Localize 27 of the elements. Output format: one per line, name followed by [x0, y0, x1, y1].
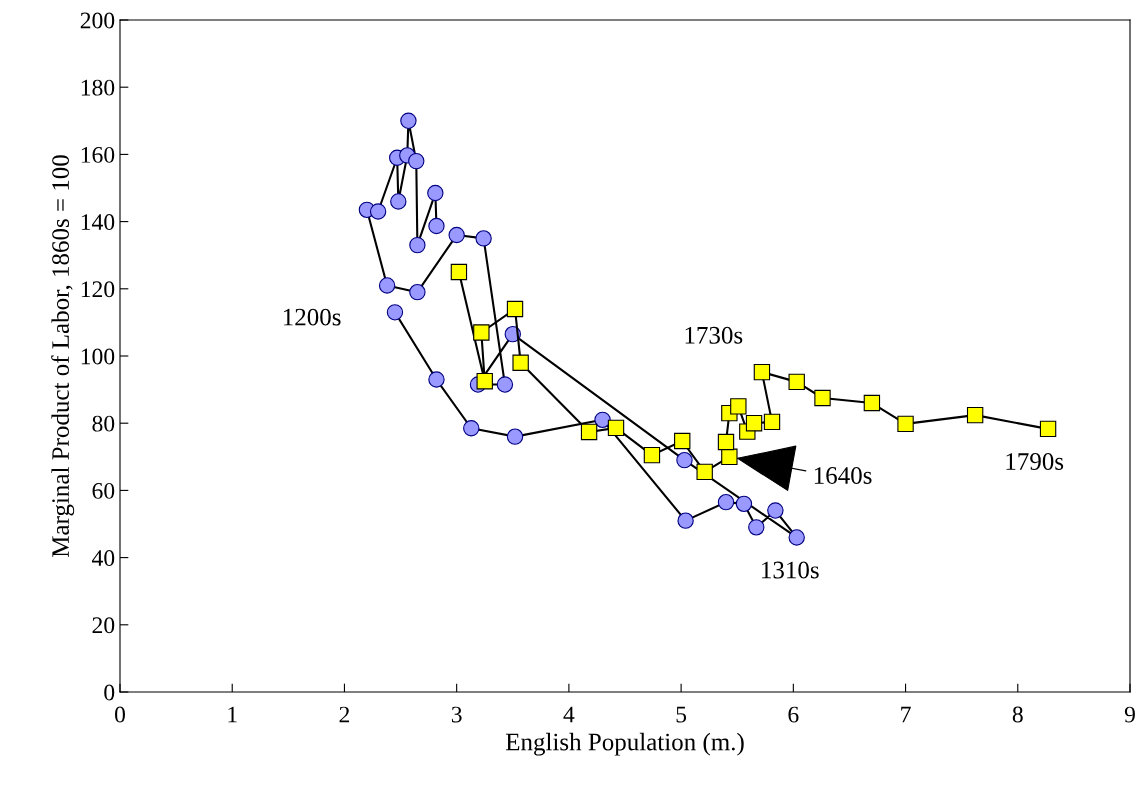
- y-tick-label: 100: [81, 348, 115, 365]
- annotation: 1640s: [814, 467, 872, 484]
- annotation: 1310s: [762, 561, 819, 579]
- y-tick-label: 160: [81, 146, 115, 163]
- y-tick-label: 60: [92, 482, 115, 499]
- y-tick-label: 0: [104, 684, 115, 701]
- x-tick-label: 5: [676, 706, 687, 723]
- annotation: 1200s: [283, 308, 341, 326]
- y-tick-label: 140: [81, 214, 115, 231]
- annotation: 1790s: [1006, 453, 1064, 470]
- y-tick-label: 120: [81, 281, 115, 298]
- x-tick-label: 9: [1124, 706, 1135, 723]
- y-axis-title: Marginal Product of Labor, 1860s = 100: [51, 155, 75, 558]
- x-tick-label: 1: [228, 706, 237, 723]
- x-tick-label: 6: [788, 706, 799, 723]
- y-tick-label: 40: [91, 550, 115, 567]
- x-tick-label: 7: [901, 706, 911, 723]
- x-tick-label: 2: [339, 706, 350, 723]
- y-tick-label: 180: [81, 79, 115, 96]
- x-axis-title: English Population (m.): [505, 732, 744, 756]
- x-tick-label: 8: [1012, 706, 1023, 723]
- y-tick-label: 80: [92, 415, 115, 432]
- annotation: 1730s: [685, 326, 743, 344]
- y-tick-label: 20: [92, 617, 115, 634]
- x-tick-label: 4: [563, 706, 575, 723]
- y-tick-label: 200: [80, 12, 115, 29]
- x-tick-label: 3: [451, 706, 462, 723]
